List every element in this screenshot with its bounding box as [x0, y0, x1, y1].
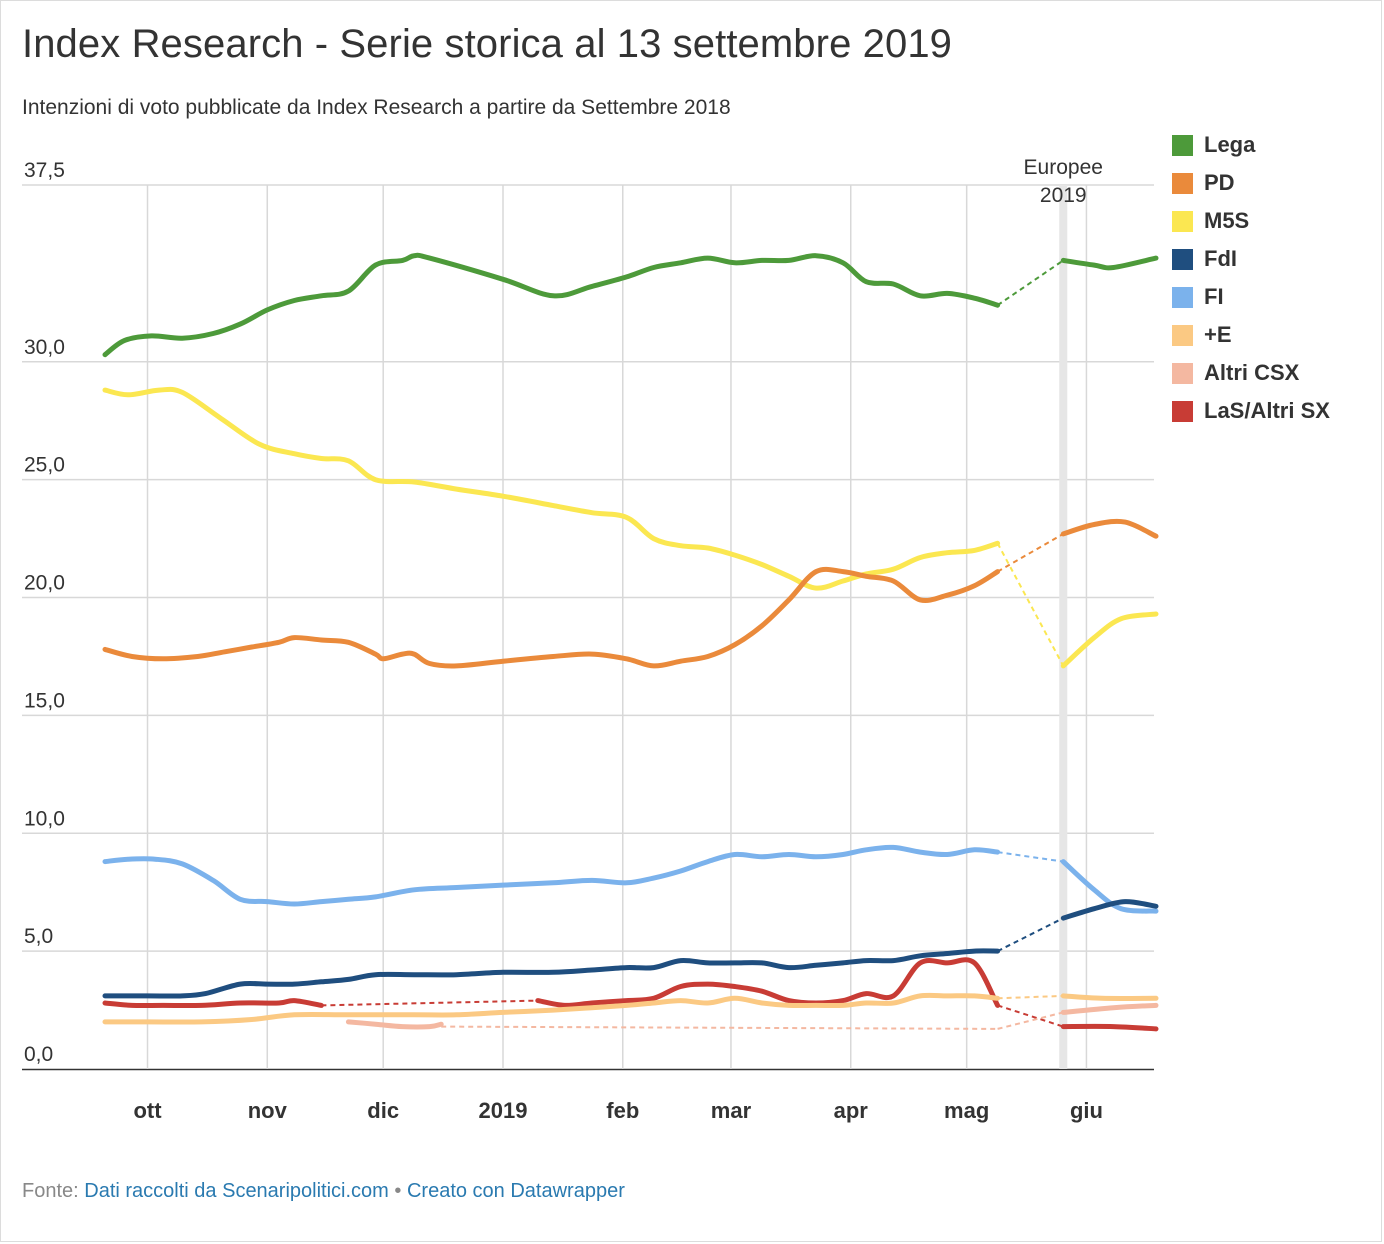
legend-label: FdI — [1204, 246, 1237, 271]
series-line — [1060, 859, 1159, 914]
series-line — [1060, 899, 1159, 921]
series-line — [1060, 993, 1159, 1001]
y-tick-label: 10,0 — [24, 807, 65, 830]
series-line — [102, 386, 1001, 591]
highlight-label-line1: Europee — [1024, 156, 1103, 179]
legend-label: FI — [1204, 284, 1224, 309]
x-tick-label: nov — [248, 1098, 288, 1123]
series-las-altri-sx — [102, 957, 1159, 1032]
x-tick-label: 2019 — [479, 1098, 528, 1123]
series-projected-line — [997, 533, 1064, 573]
series-fdi — [102, 899, 1159, 999]
legend-item: Lega — [1172, 126, 1330, 164]
y-tick-label: 15,0 — [24, 689, 65, 712]
y-tick-label: 0,0 — [24, 1043, 53, 1066]
series-line — [102, 252, 1001, 358]
series-line — [1060, 255, 1159, 271]
series-line — [102, 948, 1001, 999]
legend-item: Altri CSX — [1172, 354, 1330, 392]
highlight-europee: Europee 2019 — [1024, 156, 1103, 1069]
legend-label: LaS/Altri SX — [1204, 398, 1330, 423]
y-tick-label: 37,5 — [24, 159, 65, 182]
legend-swatch — [1172, 286, 1193, 308]
x-tick-label: ott — [133, 1098, 162, 1123]
highlight-band — [1059, 185, 1068, 1069]
footer: Fonte: Dati raccolti da Scenaripolitici.… — [22, 1180, 625, 1203]
legend-item: +E — [1172, 316, 1330, 354]
series-line — [102, 992, 1001, 1025]
y-tick-label: 25,0 — [24, 454, 65, 477]
y-tick-label: 5,0 — [24, 925, 53, 948]
x-tick-label: feb — [606, 1098, 639, 1123]
x-tick-label: mar — [711, 1098, 752, 1123]
source-link[interactable]: Dati raccolti da Scenaripolitici.com — [84, 1180, 389, 1202]
series-lega — [102, 252, 1159, 358]
x-axis: ott nov dic 2019 feb mar apr mag giu — [133, 1098, 1102, 1123]
highlight-label-line2: 2019 — [1040, 184, 1087, 207]
series-altri-csx — [345, 1002, 1159, 1030]
footer-separator: • — [394, 1180, 402, 1202]
series-projected-line — [997, 259, 1064, 307]
datawrapper-link[interactable]: Creato con Datawrapper — [406, 1180, 625, 1202]
series-projected-line — [997, 994, 1064, 1000]
series-line — [1060, 1023, 1159, 1032]
x-tick-label: apr — [834, 1098, 869, 1123]
legend-item: LaS/Altri SX — [1172, 392, 1330, 430]
series-line — [102, 844, 1001, 907]
series-fi — [102, 844, 1159, 914]
legend-item: PD — [1172, 164, 1330, 202]
series-m5s — [102, 386, 1159, 669]
legend-label: +E — [1204, 322, 1232, 347]
series-line — [102, 998, 324, 1009]
legend-label: Altri CSX — [1204, 360, 1300, 385]
legend-item: M5S — [1172, 202, 1330, 240]
series-line — [1060, 611, 1159, 669]
legend: Lega PD M5S FdI FI +E Altri CSX LaS/Altri SX — [1172, 126, 1330, 430]
legend-label: PD — [1204, 170, 1235, 195]
series-projected-line — [996, 542, 1065, 667]
series-projected-line — [321, 999, 538, 1007]
legend-item: FdI — [1172, 240, 1330, 278]
series-line — [1060, 1002, 1159, 1015]
legend-swatch — [1172, 134, 1193, 156]
legend-label: M5S — [1204, 208, 1250, 233]
chart-title: Index Research - Serie storica al 13 set… — [22, 22, 953, 66]
series-pd — [102, 518, 1159, 669]
series-lines — [102, 252, 1159, 1032]
series-projected-line — [441, 1025, 998, 1030]
legend-swatch — [1172, 210, 1193, 232]
x-tick-label: dic — [367, 1098, 399, 1123]
y-axis: 0,0 5,0 10,0 15,0 20,0 25,0 30,0 37,5 — [24, 159, 65, 1066]
y-tick-label: 30,0 — [24, 336, 65, 359]
series-projected-line — [997, 917, 1064, 952]
footer-prefix: Fonte: — [22, 1180, 79, 1202]
series-line — [535, 957, 1001, 1008]
legend-label: Lega — [1204, 132, 1256, 157]
chart-subtitle: Intenzioni di voto pubblicate da Index R… — [22, 96, 731, 119]
series-projected-line — [997, 851, 1064, 863]
series--e — [102, 992, 1159, 1025]
y-tick-label: 20,0 — [24, 572, 65, 595]
series-line — [345, 1019, 444, 1030]
legend-swatch — [1172, 324, 1193, 346]
legend-swatch — [1172, 362, 1193, 384]
series-line — [102, 566, 1001, 669]
x-tick-label: mag — [944, 1098, 989, 1123]
legend-swatch — [1172, 400, 1193, 422]
gridlines — [22, 184, 1154, 1071]
series-projected-line — [997, 1004, 1064, 1028]
series-line — [1060, 518, 1159, 539]
legend-item: FI — [1172, 278, 1330, 316]
x-tick-label: giu — [1070, 1098, 1103, 1123]
series-projected-line — [997, 1011, 1064, 1030]
legend-swatch — [1172, 248, 1193, 270]
legend-swatch — [1172, 172, 1193, 194]
